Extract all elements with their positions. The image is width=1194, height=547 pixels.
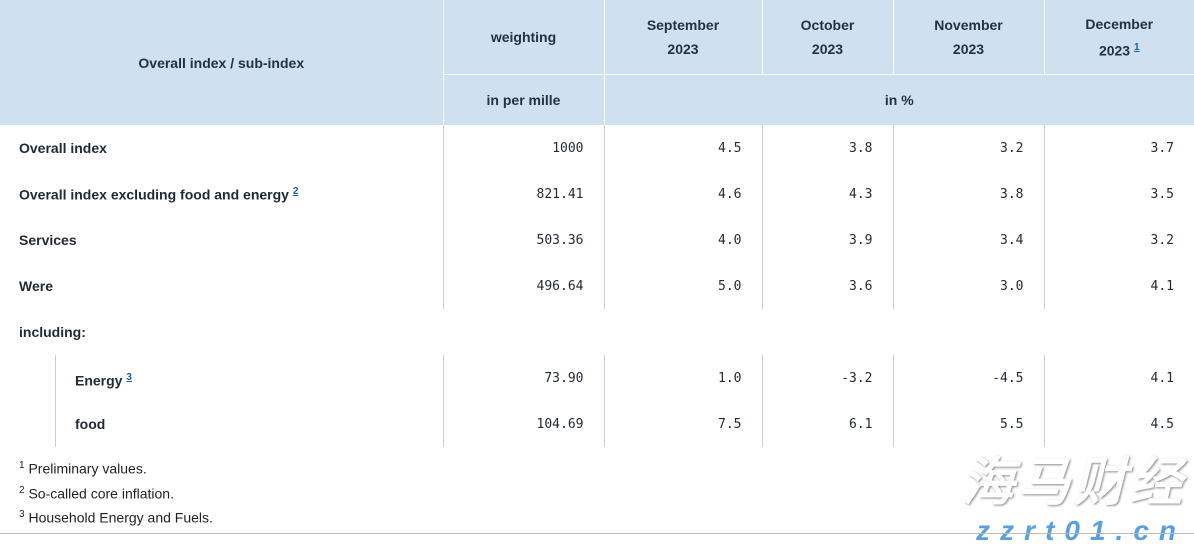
divider [0, 533, 1194, 534]
value-cell: 3.4 [892, 217, 1044, 263]
value-cell: 4.6 [603, 171, 762, 217]
table-row: including: [0, 309, 1194, 355]
weight-cell: 73.90 [442, 355, 604, 401]
value-cell: 4.1 [1043, 263, 1194, 309]
row-label: including: [19, 324, 86, 340]
row-label-text: Services [19, 232, 77, 248]
value-cell: 4.0 [603, 217, 762, 263]
row-label-text: Overall index [19, 140, 107, 156]
row-label: Services [0, 217, 443, 263]
value-cell: 4.1 [1043, 355, 1194, 401]
table-row: Overall index 1000 4.5 3.8 3.2 3.7 [0, 125, 1194, 171]
value-cell: 3.9 [761, 217, 893, 263]
value-cell: -4.5 [892, 355, 1044, 401]
header-weighting: weighting [442, 0, 604, 75]
header-month: November 2023 [892, 0, 1044, 75]
value-cell: 1.0 [603, 355, 762, 401]
value-cell: 3.0 [892, 263, 1044, 309]
value-cell: 3.8 [892, 171, 1044, 217]
table-row: Were 496.64 5.0 3.6 3.0 4.1 [0, 263, 1194, 309]
inflation-table: Overall index / sub-index weighting Sept… [0, 0, 1194, 447]
table-row: food 104.69 7.5 6.1 5.5 4.5 [0, 401, 1194, 447]
table-row: Overall index excluding food and energy … [0, 171, 1194, 217]
footnote: 1 Preliminary values. [19, 460, 147, 477]
row-label-text: Were [19, 278, 53, 294]
weight-cell: 496.64 [442, 263, 604, 309]
value-cell: 3.2 [1043, 217, 1194, 263]
watermark: 海马财经 zzrt01.cn [961, 453, 1186, 546]
header-month: December 2023 1 [1043, 0, 1194, 75]
value-cell: 5.0 [603, 263, 762, 309]
footnotes: 1 Preliminary values. 2 So-called core i… [19, 455, 213, 529]
value-cell: -3.2 [761, 355, 893, 401]
header-weighting-unit: in per mille [442, 74, 604, 125]
month: September [646, 17, 720, 33]
value-cell: 3.5 [1043, 171, 1194, 217]
row-label-text: Overall index excluding food and energy [19, 186, 289, 203]
weight-cell: 1000 [442, 125, 604, 171]
header-value-unit: in % [603, 74, 1194, 125]
header-month: October 2023 [761, 0, 893, 75]
year: 2023 [811, 41, 844, 57]
value-cell: 3.8 [761, 125, 893, 171]
row-label: Overall index [0, 125, 443, 171]
value-cell: 3.6 [761, 263, 893, 309]
row-label-text: food [75, 416, 106, 432]
value-cell: 6.1 [761, 401, 893, 447]
month: November [934, 17, 1003, 33]
year: 2023 [952, 41, 985, 57]
footnote: 3 Household Energy and Fuels. [19, 509, 213, 526]
header-month: September 2023 [603, 0, 762, 75]
weight-cell: 821.41 [442, 171, 604, 217]
value-cell: 3.7 [1043, 125, 1194, 171]
value-cell: 4.5 [1043, 401, 1194, 447]
row-label-text: Energy [75, 372, 123, 389]
value-cell: 3.2 [892, 125, 1044, 171]
month: December [1085, 15, 1154, 32]
month: October [800, 17, 855, 33]
table-row: Services 503.36 4.0 3.9 3.4 3.2 [0, 217, 1194, 263]
value-cell: 4.5 [603, 125, 762, 171]
year: 2023 [667, 41, 699, 57]
row-label: Energy 3 [0, 355, 443, 401]
footnote-link[interactable]: 1 [1133, 41, 1140, 53]
value-cell: 4.3 [761, 171, 893, 217]
weight-cell: 503.36 [442, 217, 604, 263]
table-row: Energy 3 73.90 1.0 -3.2 -4.5 4.1 [0, 355, 1194, 401]
footnote-link[interactable]: 2 [292, 185, 299, 197]
value-cell: 5.5 [892, 401, 1044, 447]
row-label: Overall index excluding food and energy … [0, 171, 443, 217]
footnote: 2 So-called core inflation. [19, 484, 174, 502]
value-cell: 7.5 [603, 401, 762, 447]
row-label: Were [0, 263, 443, 309]
year: 2023 [1098, 42, 1131, 59]
header-subindex: Overall index / sub-index [0, 0, 443, 125]
weight-cell: 104.69 [442, 401, 604, 447]
footnote-link[interactable]: 3 [126, 372, 132, 383]
row-label: food [0, 401, 443, 447]
